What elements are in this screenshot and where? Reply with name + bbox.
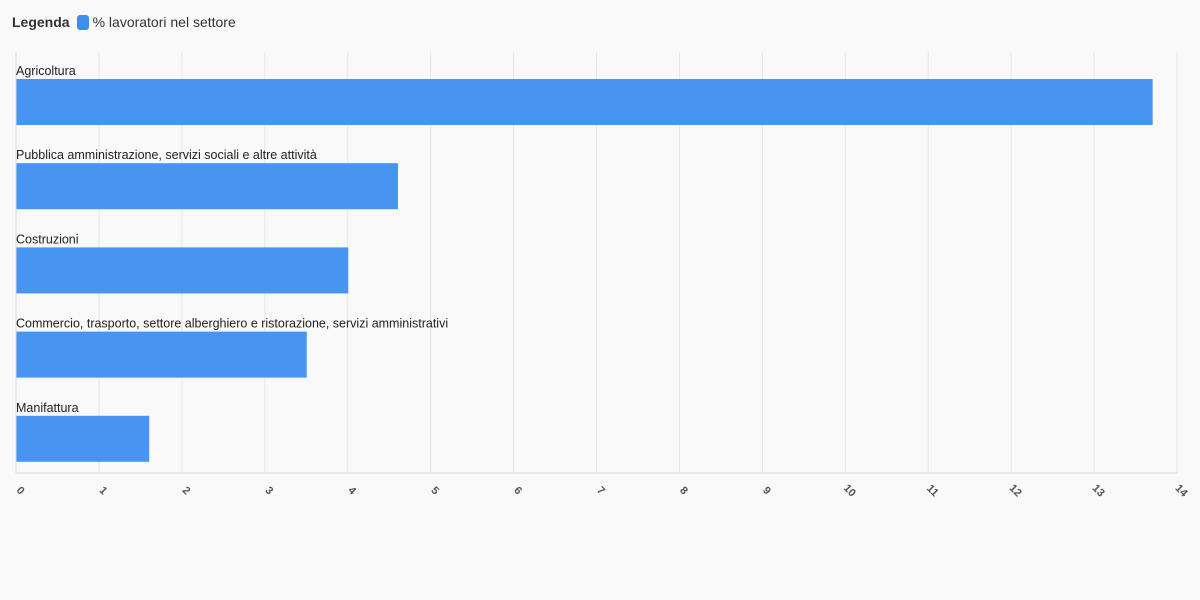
category-labels: Agricoltura Pubblica amministrazione, ser… <box>16 64 448 415</box>
x-tick-label: 6 <box>511 484 524 497</box>
legend-swatch[interactable] <box>76 14 89 30</box>
x-tick-label: 7 <box>594 484 607 497</box>
x-tick-label: 8 <box>677 484 690 497</box>
bar[interactable] <box>16 79 1153 125</box>
category-label: Commercio, trasporto, settore alberghier… <box>16 317 448 331</box>
legend-title: Legenda <box>12 14 70 30</box>
x-tick-label: 9 <box>760 484 773 497</box>
bar[interactable] <box>16 247 349 294</box>
x-tick-label: 1 <box>97 484 110 497</box>
x-tick-label: 4 <box>345 484 358 497</box>
x-tick-label: 3 <box>262 484 275 497</box>
category-label: Costruzioni <box>16 232 79 246</box>
category-label: Pubblica amministrazione, servizi social… <box>16 148 317 162</box>
x-tick-label: 5 <box>428 484 441 497</box>
bar[interactable] <box>16 415 150 462</box>
legend: Legenda % lavoratori nel settore <box>12 12 236 32</box>
x-axis-ticks: 0 1 2 3 4 5 6 7 8 9 10 11 12 13 14 <box>14 482 1191 500</box>
x-tick-label: 0 <box>14 484 27 497</box>
legend-item-label[interactable]: % lavoratori nel settore <box>92 14 236 30</box>
x-tick-label: 10 <box>841 482 858 499</box>
category-label: Agricoltura <box>16 64 76 78</box>
bars <box>16 79 1153 462</box>
x-tick-label: 13 <box>1090 482 1107 499</box>
category-label: Manifattura <box>16 401 79 415</box>
bar[interactable] <box>16 331 307 378</box>
x-tick-label: 14 <box>1173 482 1191 500</box>
bar[interactable] <box>16 163 398 210</box>
x-tick-label: 11 <box>924 483 941 500</box>
x-tick-label: 12 <box>1007 482 1024 499</box>
x-tick-label: 2 <box>180 484 193 497</box>
